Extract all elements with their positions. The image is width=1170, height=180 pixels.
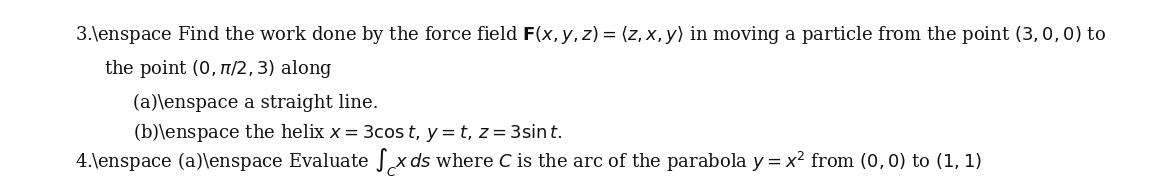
Text: (a)\enspace a straight line.: (a)\enspace a straight line. xyxy=(133,94,379,112)
Text: (b)\enspace the helix $x = 3\cos t,\, y = t,\, z = 3\sin t$.: (b)\enspace the helix $x = 3\cos t,\, y … xyxy=(133,121,563,144)
Text: the point $(0,\pi/2,3)$ along: the point $(0,\pi/2,3)$ along xyxy=(104,58,332,80)
Text: 4.\enspace (a)\enspace Evaluate $\int_C x\, ds$ where $C$ is the arc of the para: 4.\enspace (a)\enspace Evaluate $\int_C … xyxy=(75,146,982,178)
Text: 3.\enspace Find the work done by the force field $\mathbf{F}(x,y,z) = \langle z,: 3.\enspace Find the work done by the for… xyxy=(75,24,1106,46)
